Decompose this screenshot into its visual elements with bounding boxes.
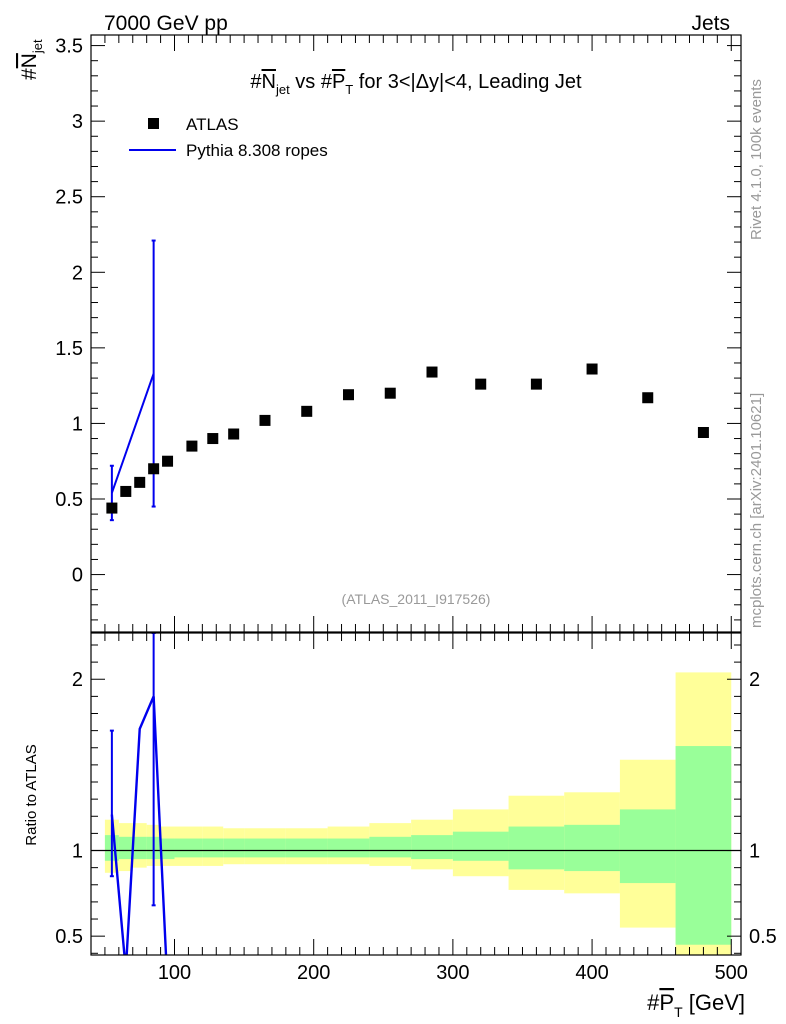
x-tick-label: 400 <box>575 962 608 984</box>
main-y-tick-label: 0.5 <box>55 489 83 511</box>
band-inner <box>132 836 147 860</box>
band-inner <box>244 838 286 858</box>
main-y-tick-label: 3.5 <box>55 36 83 58</box>
atlas-data-point <box>642 392 654 404</box>
ratio-panel-axes: 0.5 0.5 1 1 2 2 100 200 300 400 500 <box>55 633 777 984</box>
ratio-y-axis-label: Ratio to ATLAS <box>23 744 40 845</box>
ratio-y-tick-label: 2 <box>72 669 83 691</box>
band-inner <box>411 835 453 860</box>
source-label: mcplots.cern.ch [arXiv:2401.10621] <box>748 393 765 628</box>
analysis-id: (ATLAS_2011_I917526) <box>342 591 491 607</box>
band-inner <box>202 838 224 858</box>
atlas-data-point <box>186 440 198 452</box>
band-inner <box>452 831 509 861</box>
atlas-data-point <box>207 433 219 445</box>
atlas-data-point <box>259 414 271 426</box>
band-inner <box>369 836 412 858</box>
main-y-tick-label: 1 <box>72 413 83 435</box>
mc-line <box>110 373 155 494</box>
plot-title: #Njet vs #PT for 3<|Δy|<4, Leading Jet <box>250 71 582 97</box>
energy-label: 7000 GeV pp <box>104 12 228 35</box>
band-inner <box>564 824 620 872</box>
x-tick-label: 100 <box>158 962 191 984</box>
band-inner <box>174 838 203 858</box>
legend: ATLAS Pythia 8.308 ropes <box>129 115 328 160</box>
band-inner <box>327 838 370 858</box>
x-tick-label: 500 <box>715 962 748 984</box>
ratio-y-tick-label-right: 0.5 <box>749 926 777 948</box>
uncertainty-bands <box>104 672 732 955</box>
atlas-data-point <box>384 387 396 399</box>
main-y-tick-label: 0 <box>72 565 83 587</box>
legend-label-mc: Pythia 8.308 ropes <box>186 141 328 160</box>
main-panel: 0 0.5 1 1.5 2 2.5 3 3.5 #Njet vs #PT for 3<|Δy|… <box>18 34 742 633</box>
atlas-data-point <box>530 378 542 390</box>
atlas-data-point <box>586 363 598 375</box>
atlas-data-point <box>475 378 487 390</box>
ratio-panel: 0.5 0.5 1 1 2 2 100 200 300 400 500 Ratio to ATLAS… <box>23 632 777 1020</box>
atlas-data-point <box>120 485 132 497</box>
main-y-tick-label: 1.5 <box>55 338 83 360</box>
atlas-data-series <box>106 363 709 514</box>
atlas-data-point <box>148 463 160 475</box>
legend-label-atlas: ATLAS <box>186 115 239 134</box>
legend-marker-atlas <box>148 118 159 129</box>
x-tick-label: 200 <box>297 962 330 984</box>
ratio-series <box>109 633 168 955</box>
atlas-data-point <box>228 428 240 440</box>
atlas-data-point <box>301 405 313 417</box>
ratio-y-tick-label: 1 <box>72 841 83 863</box>
main-y-tick-label: 3 <box>72 111 83 133</box>
band-inner <box>619 809 676 884</box>
main-y-tick-label: 2.5 <box>55 187 83 209</box>
main-panel-axes: 0 0.5 1 1.5 2 2.5 3 3.5 <box>55 35 741 632</box>
atlas-data-point <box>162 455 174 467</box>
band-inner <box>285 838 328 858</box>
main-panel-frame <box>90 34 742 633</box>
x-tick-label: 300 <box>436 962 469 984</box>
ratio-line <box>110 695 168 955</box>
process-label: Jets <box>691 12 730 35</box>
atlas-data-point <box>697 426 709 438</box>
band-inner <box>118 836 133 860</box>
band-inner <box>160 838 175 860</box>
ratio-y-tick-label-right: 1 <box>749 841 760 863</box>
atlas-data-point <box>342 389 354 401</box>
x-axis-label: #PT [GeV] <box>647 990 745 1020</box>
mc-series <box>109 239 156 522</box>
rivet-version-label: Rivet 4.1.0, 100k events <box>748 79 765 240</box>
atlas-data-point <box>106 502 118 514</box>
ratio-panel-frame <box>90 632 742 956</box>
band-inner <box>223 838 245 858</box>
atlas-data-point <box>134 476 146 488</box>
main-y-axis-label: #Njet <box>18 39 45 80</box>
band-inner <box>508 826 565 870</box>
ratio-y-tick-label-right: 2 <box>749 669 760 691</box>
atlas-data-point <box>426 366 438 378</box>
ratio-y-tick-label: 0.5 <box>55 926 83 948</box>
band-inner <box>675 746 732 945</box>
main-y-tick-label: 2 <box>72 262 83 284</box>
